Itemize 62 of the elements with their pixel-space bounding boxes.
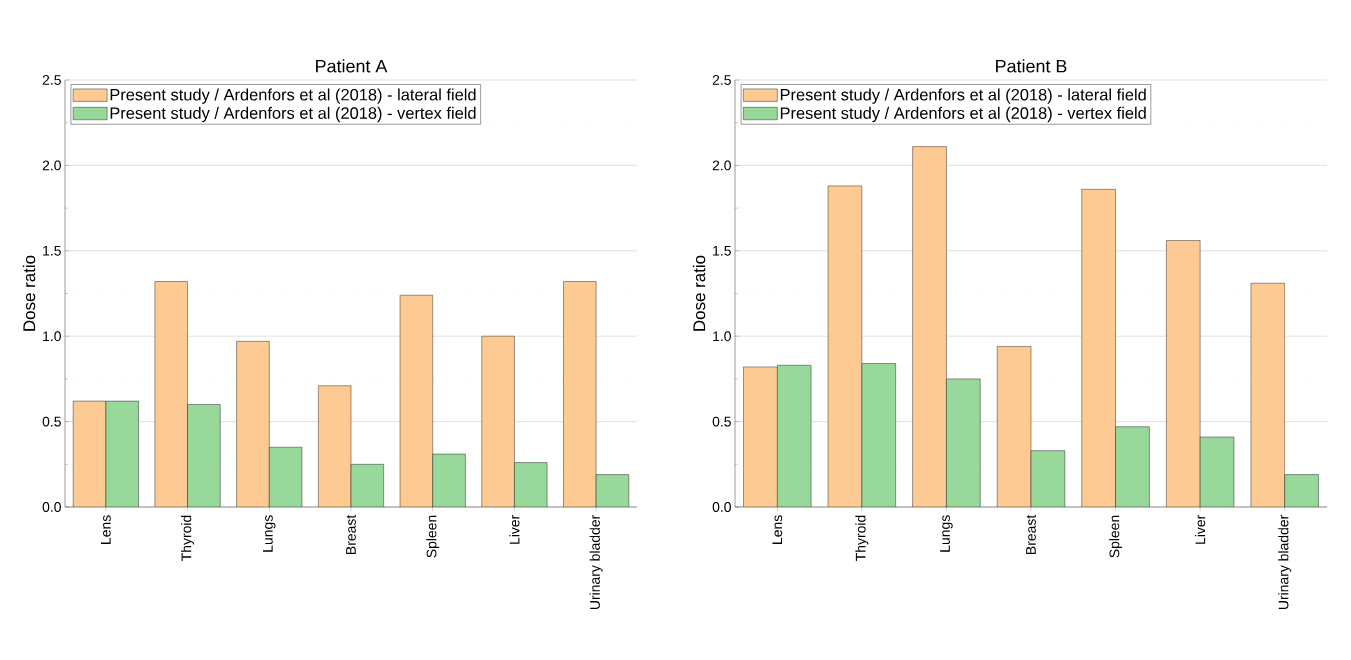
- y-axis-title: Dose ratio: [692, 255, 706, 331]
- y-tick-label: 1.0: [713, 331, 731, 342]
- bar: [432, 454, 466, 507]
- bar: [1284, 474, 1319, 507]
- y-tick-label: 2.0: [42, 160, 61, 171]
- x-tick-label: Breast: [1026, 514, 1036, 554]
- bar: [73, 401, 106, 507]
- bar: [187, 404, 221, 507]
- bar: [400, 295, 433, 507]
- y-tick-label: 1.5: [43, 245, 61, 256]
- bar: [1115, 426, 1150, 507]
- bar: [828, 185, 862, 507]
- bar: [351, 464, 384, 507]
- y-tick-label: 0.5: [712, 416, 731, 427]
- bar: [1166, 240, 1201, 507]
- bar: [318, 385, 351, 507]
- bar: [743, 366, 778, 507]
- chart-title: Patient A: [316, 59, 388, 73]
- bar: [105, 401, 139, 507]
- bar: [236, 341, 270, 507]
- x-tick-label: Lens: [772, 515, 783, 544]
- x-tick-label: Thyroid: [181, 515, 195, 561]
- y-tick-label: 1.0: [43, 331, 61, 342]
- chart-title: Patient B: [996, 59, 1067, 73]
- y-tick-label: 1.5: [713, 245, 731, 256]
- bar: [563, 281, 597, 507]
- x-tick-label: Liver: [509, 515, 520, 544]
- x-tick-label: Thyroid: [855, 515, 869, 561]
- bar: [481, 336, 515, 507]
- y-tick-label: 2.0: [712, 160, 731, 171]
- x-tick-label: Urinary bladder: [1278, 515, 1292, 610]
- bar: [1081, 189, 1116, 507]
- x-tick-label: Urinary bladder: [589, 515, 603, 610]
- bar: [997, 346, 1032, 507]
- y-tick-label: 2.5: [42, 75, 61, 85]
- bar: [912, 146, 947, 507]
- bar: [1031, 450, 1065, 507]
- bar: [1200, 436, 1234, 507]
- y-tick-label: 0.5: [42, 416, 61, 427]
- legend-label: Present study / Ardenfors et al (2018) - vertex field: [110, 106, 476, 123]
- x-tick-label: Breast: [346, 514, 356, 554]
- legend-label: Present study / Ardenfors et al (2018) - vertex field: [780, 106, 1146, 123]
- bar: [777, 365, 812, 507]
- x-tick-label: Liver: [1195, 515, 1206, 544]
- x-tick-label: Spleen: [1109, 515, 1123, 558]
- legend-label: Present study / Ardenfors et al (2018) - lateral field: [780, 88, 1146, 104]
- bar: [1250, 283, 1285, 507]
- bar: [946, 378, 981, 507]
- legend-label: Present study / Ardenfors et al (2018) - lateral field: [110, 88, 476, 104]
- y-tick-label: 2.5: [712, 75, 731, 85]
- y-tick-label: 0.0: [712, 502, 731, 512]
- y-axis-title: Dose ratio: [22, 255, 36, 331]
- x-tick-label: Spleen: [426, 515, 440, 558]
- x-tick-label: Lens: [100, 515, 111, 544]
- bar: [269, 447, 302, 507]
- y-tick-label: 0.0: [42, 502, 61, 512]
- x-tick-label: Lungs: [940, 515, 953, 552]
- bar: [861, 363, 896, 507]
- bar: [595, 474, 630, 507]
- x-tick-label: Lungs: [263, 515, 276, 552]
- bar: [514, 462, 548, 507]
- bar: [154, 281, 188, 507]
